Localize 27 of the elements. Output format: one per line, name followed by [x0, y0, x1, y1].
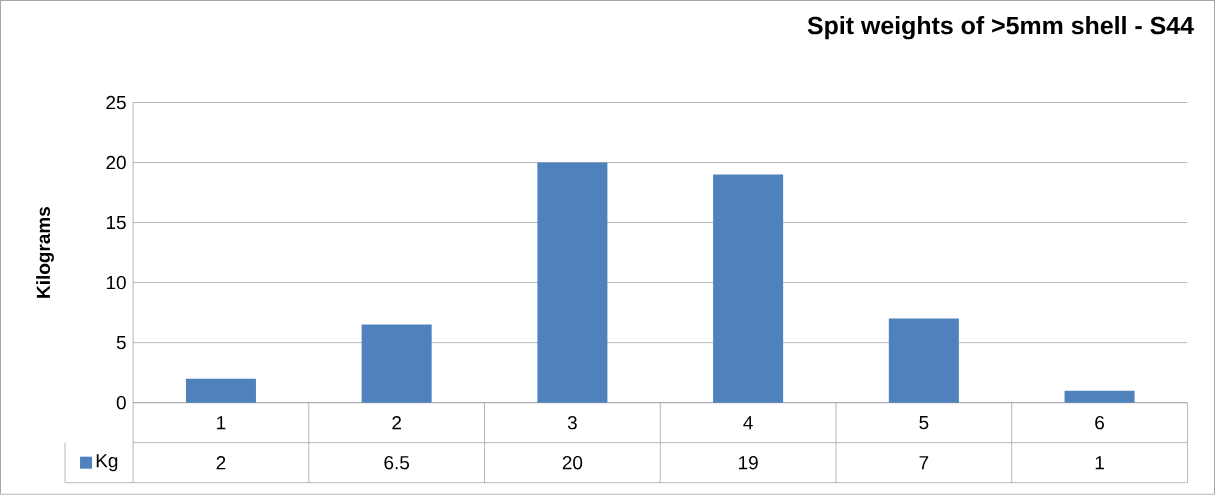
bar — [361, 324, 432, 403]
y-tick-label: 10 — [106, 276, 126, 290]
y-tick-label: 15 — [106, 216, 126, 230]
x-tick-label: 4 — [743, 416, 753, 430]
legend-label: Kg — [96, 454, 118, 472]
bar — [1064, 390, 1135, 403]
data-label: 2 — [216, 456, 226, 470]
x-tick-label: 2 — [392, 416, 401, 430]
data-label: 1 — [1095, 456, 1104, 470]
x-tick-label: 5 — [919, 416, 929, 430]
data-label: 19 — [739, 456, 758, 470]
bar — [713, 174, 784, 403]
data-label: 7 — [919, 456, 929, 470]
x-tick-label: 3 — [567, 416, 577, 430]
y-tick-label: 25 — [106, 95, 126, 110]
bar — [888, 318, 959, 403]
x-tick-label: 1 — [217, 416, 226, 430]
x-tick-label: 6 — [1095, 416, 1104, 430]
y-tick-label: 5 — [116, 336, 126, 350]
bar — [185, 378, 256, 403]
y-tick-label: 0 — [116, 396, 126, 410]
bar — [537, 162, 608, 403]
y-tick-label: 20 — [106, 156, 126, 170]
y-axis-title: Kilograms — [36, 207, 54, 298]
data-label: 20 — [562, 456, 583, 470]
chart-title: Spit weights of >5mm shell - S44 — [807, 16, 1194, 40]
data-label: 6.5 — [384, 456, 410, 470]
